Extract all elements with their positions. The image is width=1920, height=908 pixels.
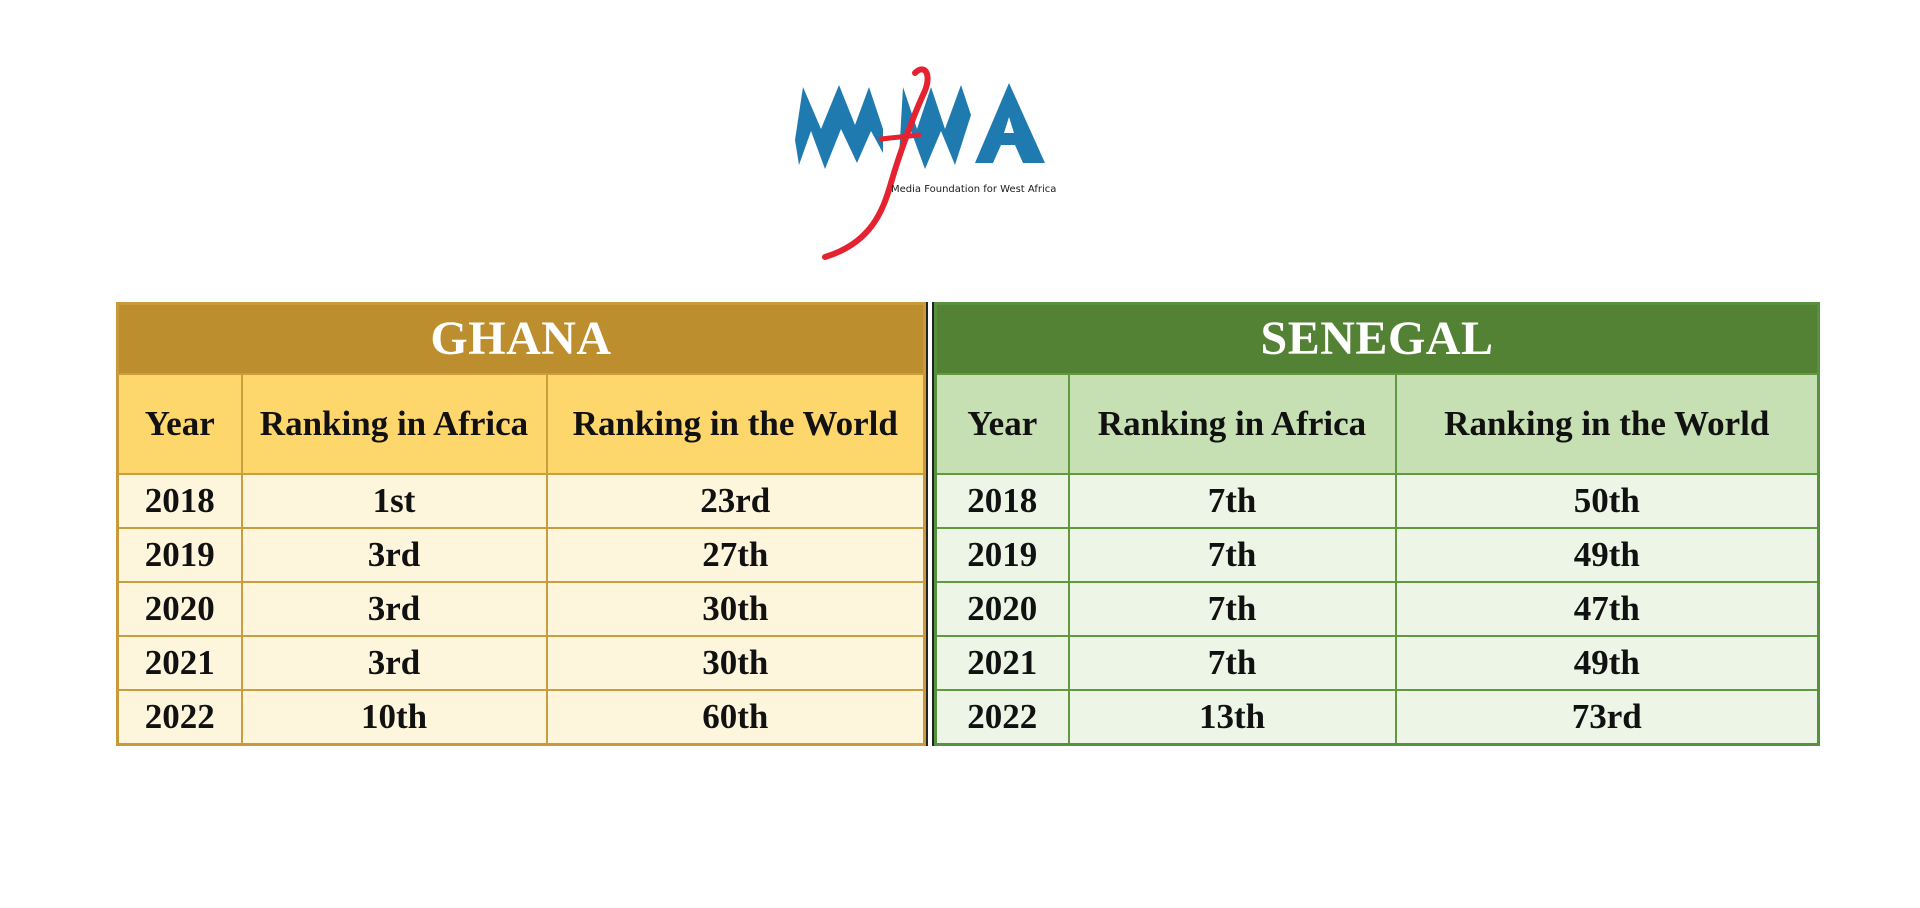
table-row: 2021 7th 49th bbox=[934, 635, 1820, 691]
year-cell: 2019 bbox=[934, 527, 1070, 583]
table-row: 2020 3rd 30th bbox=[116, 581, 926, 637]
year-cell: 2022 bbox=[934, 689, 1070, 746]
logo-letter-f bbox=[822, 66, 931, 260]
world-rank-cell: 50th bbox=[1394, 473, 1820, 529]
table-row: 2018 7th 50th bbox=[934, 473, 1820, 529]
ghana-header-africa: Ranking in Africa bbox=[240, 373, 548, 475]
year-cell: 2020 bbox=[116, 581, 243, 637]
world-rank-cell: 30th bbox=[545, 635, 926, 691]
africa-rank-cell: 10th bbox=[240, 689, 548, 746]
year-cell: 2022 bbox=[116, 689, 243, 746]
table-divider bbox=[926, 302, 934, 746]
world-rank-cell: 49th bbox=[1394, 527, 1820, 583]
logo-letter-w bbox=[899, 85, 971, 169]
senegal-header-world: Ranking in the World bbox=[1394, 373, 1820, 475]
ghana-header-world: Ranking in the World bbox=[545, 373, 926, 475]
world-rank-cell: 60th bbox=[545, 689, 926, 746]
ghana-header-row: Year Ranking in Africa Ranking in the Wo… bbox=[116, 373, 926, 475]
africa-rank-cell: 3rd bbox=[240, 635, 548, 691]
table-row: 2022 13th 73rd bbox=[934, 689, 1820, 746]
world-rank-cell: 27th bbox=[545, 527, 926, 583]
world-rank-cell: 47th bbox=[1394, 581, 1820, 637]
table-row: 2020 7th 47th bbox=[934, 581, 1820, 637]
world-rank-cell: 30th bbox=[545, 581, 926, 637]
mfwa-logo: Media Foundation for West Africa bbox=[795, 65, 1070, 265]
world-rank-cell: 73rd bbox=[1394, 689, 1820, 746]
world-rank-cell: 23rd bbox=[545, 473, 926, 529]
africa-rank-cell: 3rd bbox=[240, 581, 548, 637]
africa-rank-cell: 7th bbox=[1067, 473, 1397, 529]
table-row: 2021 3rd 30th bbox=[116, 635, 926, 691]
year-cell: 2020 bbox=[934, 581, 1070, 637]
senegal-header-africa: Ranking in Africa bbox=[1067, 373, 1397, 475]
senegal-header-year: Year bbox=[934, 373, 1070, 475]
ghana-header-year: Year bbox=[116, 373, 243, 475]
senegal-table: SENEGAL Year Ranking in Africa Ranking i… bbox=[934, 302, 1820, 746]
year-cell: 2018 bbox=[934, 473, 1070, 529]
logo-letter-m bbox=[795, 85, 883, 169]
year-cell: 2019 bbox=[116, 527, 243, 583]
senegal-title: SENEGAL bbox=[935, 303, 1819, 374]
ghana-table: GHANA Year Ranking in Africa Ranking in … bbox=[116, 302, 926, 746]
africa-rank-cell: 7th bbox=[1067, 635, 1397, 691]
africa-rank-cell: 7th bbox=[1067, 527, 1397, 583]
year-cell: 2018 bbox=[116, 473, 243, 529]
senegal-header-row: Year Ranking in Africa Ranking in the Wo… bbox=[934, 373, 1820, 475]
africa-rank-cell: 7th bbox=[1067, 581, 1397, 637]
year-cell: 2021 bbox=[934, 635, 1070, 691]
table-row: 2022 10th 60th bbox=[116, 689, 926, 746]
logo-tagline: Media Foundation for West Africa bbox=[891, 184, 1056, 195]
africa-rank-cell: 3rd bbox=[240, 527, 548, 583]
table-row: 2019 7th 49th bbox=[934, 527, 1820, 583]
mfwa-logo-graphic: Media Foundation for West Africa bbox=[795, 66, 1056, 260]
table-row: 2018 1st 23rd bbox=[116, 473, 926, 529]
africa-rank-cell: 13th bbox=[1067, 689, 1397, 746]
world-rank-cell: 49th bbox=[1394, 635, 1820, 691]
rankings-comparison: GHANA Year Ranking in Africa Ranking in … bbox=[116, 302, 1820, 746]
africa-rank-cell: 1st bbox=[240, 473, 548, 529]
ghana-title: GHANA bbox=[117, 303, 925, 374]
table-row: 2019 3rd 27th bbox=[116, 527, 926, 583]
year-cell: 2021 bbox=[116, 635, 243, 691]
